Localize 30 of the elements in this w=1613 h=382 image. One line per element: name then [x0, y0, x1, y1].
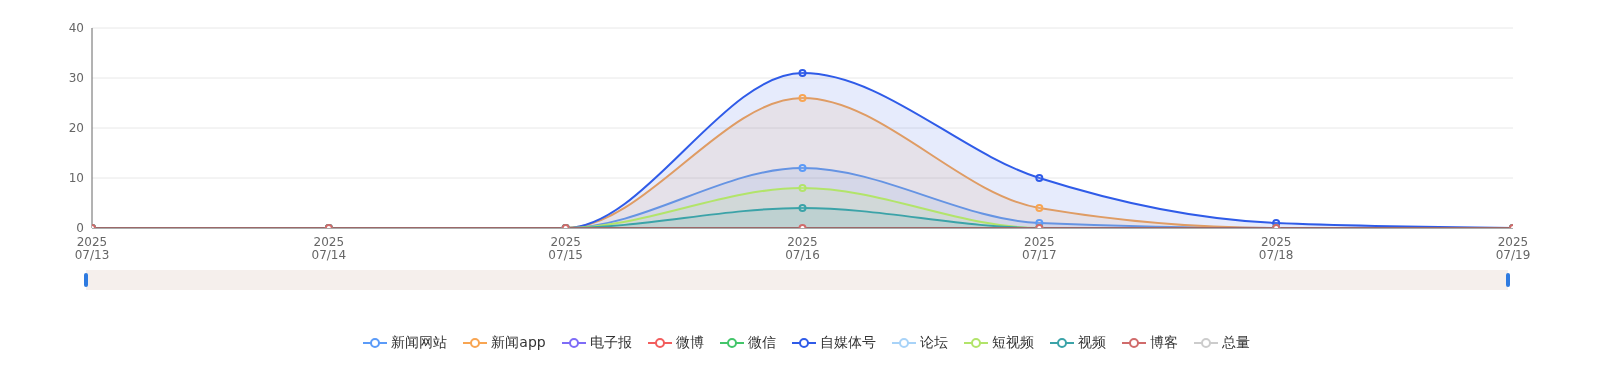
point	[798, 204, 807, 212]
legend-label: 微信	[747, 334, 776, 352]
legend-label: 新闻app	[491, 334, 546, 352]
x-tick-label: 2025 07/15	[548, 235, 583, 262]
legend-label: 博客	[1149, 334, 1178, 352]
legend-label: 视频	[1077, 334, 1106, 352]
point	[798, 94, 807, 102]
y-tick-label: 20	[68, 121, 84, 136]
x-tick-label: 2025 07/19	[1495, 235, 1531, 262]
point	[798, 184, 807, 192]
y-tick-label: 30	[68, 71, 84, 86]
x-tick-label: 2025 07/16	[785, 235, 820, 262]
legend-label: 微博	[675, 334, 704, 352]
y-tick-label: 10	[68, 171, 84, 186]
legend-label: 论坛	[919, 334, 948, 352]
legend-label: 新闻网站	[391, 334, 448, 352]
x-tick-label: 2025 07/18	[1258, 235, 1294, 262]
point	[1035, 174, 1044, 182]
y-tick-label: 0	[76, 221, 84, 236]
legend-label: 电子报	[589, 334, 632, 352]
point	[798, 164, 807, 172]
x-tick-label: 2025 07/14	[311, 235, 347, 262]
legend-label: 短视频	[991, 334, 1034, 352]
x-tick-label: 2025 07/17	[1022, 235, 1057, 262]
y-tick-label: 40	[68, 21, 84, 36]
point	[1035, 204, 1044, 212]
x-tick-label: 2025 07/13	[74, 235, 110, 262]
legend-label: 自媒体号	[819, 334, 876, 352]
point	[798, 69, 807, 77]
legend-label: 总量	[1221, 334, 1250, 352]
